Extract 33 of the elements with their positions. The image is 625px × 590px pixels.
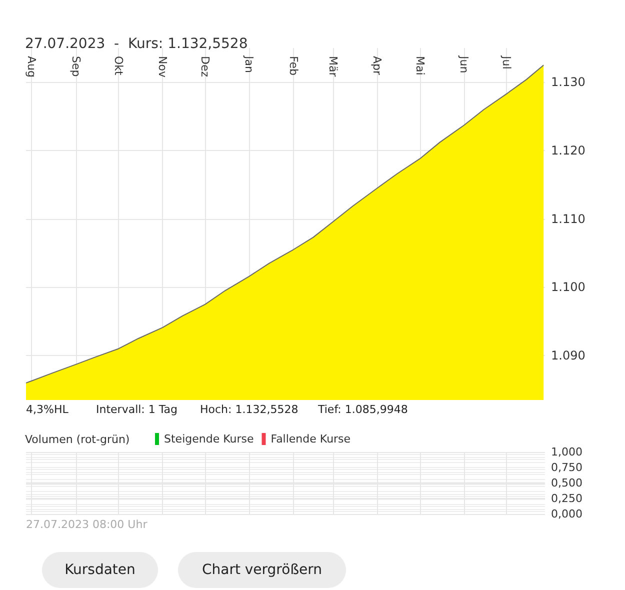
y-tick-label: 0,500 — [551, 476, 582, 490]
x-tick-label: Feb — [286, 56, 300, 76]
text: Tief: 1.085,9948 — [318, 403, 408, 416]
y-tick-label: 1.110 — [551, 212, 586, 226]
y-tick-label: 1.090 — [551, 348, 586, 363]
y-tick-label: 1.120 — [551, 144, 586, 158]
x-tick-label: Jul — [500, 55, 514, 70]
text: 27.07.2023 08:00 Uhr — [26, 518, 148, 531]
chart-title: Volumen (rot-grün) — [25, 433, 130, 446]
y-tick-label: 1.100 — [551, 280, 586, 294]
y-tick-label: 0,000 — [551, 508, 582, 520]
x-tick-label: Okt — [112, 56, 125, 76]
x-tick-label: Sep — [69, 56, 82, 77]
x-tick-label: Apr — [370, 56, 384, 76]
x-tick-label: Jan — [242, 55, 256, 73]
x-tick-label: Mär — [326, 56, 340, 78]
x-tick-label: Aug — [25, 56, 38, 78]
chart-title: 27.07.2023 - Kurs: 1.132,5528 — [25, 36, 248, 52]
y-tick-label: 1,000 — [551, 446, 582, 458]
y-tick-label: 0,750 — [551, 461, 582, 474]
text: Hoch: 1.132,5528 — [200, 403, 298, 416]
text: Intervall: 1 Tag — [96, 403, 178, 416]
x-tick-label: Nov — [156, 56, 170, 78]
text: 4,3%HL — [26, 403, 68, 416]
legend-label: Fallende Kurse — [270, 432, 351, 446]
text: Chart vergrößern — [178, 552, 346, 588]
x-tick-label: Jun — [457, 55, 470, 74]
x-tick-label: Dez — [198, 56, 212, 78]
legend-label: Steigende Kurse — [164, 432, 254, 446]
y-tick-label: 1.130 — [551, 75, 586, 90]
y-tick-label: 0,250 — [551, 492, 582, 505]
x-tick-label: Mai — [413, 56, 426, 76]
text: Kursdaten — [42, 552, 158, 588]
